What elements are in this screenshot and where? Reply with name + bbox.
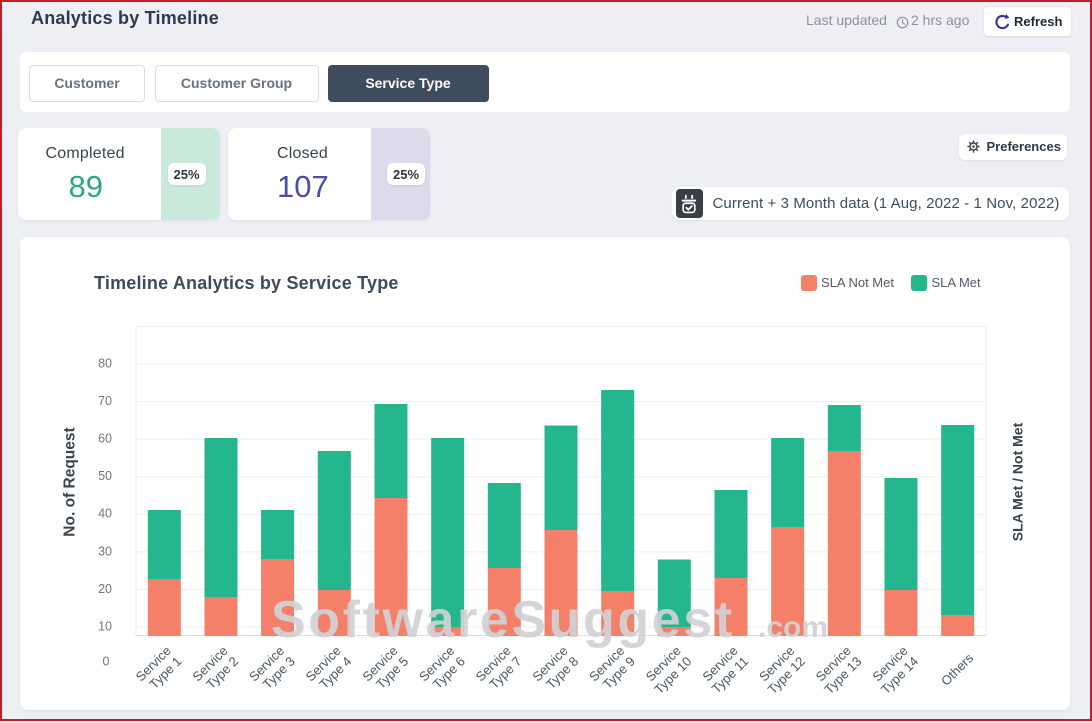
svg-text:ServiceType 5: ServiceType 5	[359, 643, 411, 695]
svg-text:ServiceType 1: ServiceType 1	[133, 643, 185, 695]
svg-text:30: 30	[98, 544, 112, 558]
svg-text:SoftwareSuggest: SoftwareSuggest	[271, 591, 735, 649]
svg-text:No. of Request: No. of Request	[62, 427, 79, 536]
svg-text:0: 0	[103, 655, 110, 669]
svg-text:ServiceType 12: ServiceType 12	[754, 643, 808, 697]
svg-text:80: 80	[98, 356, 112, 370]
svg-text:50: 50	[98, 469, 112, 483]
svg-text:ServiceType 4: ServiceType 4	[303, 643, 355, 695]
svg-text:70: 70	[98, 394, 112, 408]
svg-text:SLA Met / Not Met: SLA Met / Not Met	[1010, 422, 1026, 541]
svg-text:ServiceType 10: ServiceType 10	[641, 643, 695, 697]
svg-text:ServiceType 13: ServiceType 13	[811, 643, 865, 697]
svg-text:40: 40	[98, 507, 112, 521]
svg-text:ServiceType 11: ServiceType 11	[698, 643, 751, 696]
svg-text:ServiceType 14: ServiceType 14	[867, 643, 921, 697]
svg-text:20: 20	[98, 582, 112, 596]
svg-text:ServiceType 9: ServiceType 9	[586, 643, 638, 695]
svg-text:Others: Others	[938, 650, 977, 689]
svg-text:ServiceType 2: ServiceType 2	[189, 643, 241, 695]
svg-text:ServiceType 6: ServiceType 6	[416, 643, 468, 695]
svg-text:ServiceType 8: ServiceType 8	[529, 643, 581, 695]
svg-text:10: 10	[98, 619, 112, 633]
svg-text:.com: .com	[758, 611, 828, 644]
svg-text:60: 60	[98, 432, 112, 446]
svg-text:ServiceType 7: ServiceType 7	[473, 643, 525, 695]
svg-text:ServiceType 3: ServiceType 3	[246, 643, 298, 695]
